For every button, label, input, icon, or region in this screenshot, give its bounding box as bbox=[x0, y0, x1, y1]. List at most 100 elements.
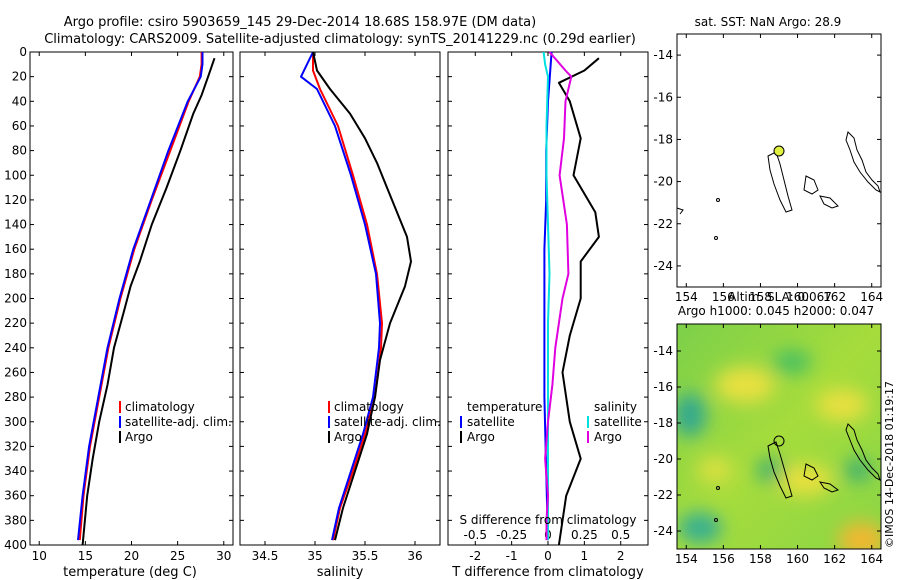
x-tick-label: 20 bbox=[124, 549, 139, 563]
depth-tick-label: 0 bbox=[19, 45, 27, 59]
depth-tick-label: 20 bbox=[12, 70, 27, 84]
salinity-xlabel: salinity bbox=[317, 565, 364, 580]
argo-line bbox=[81, 57, 216, 546]
temperature-x-axis: 10 15 20 25 30 bbox=[32, 52, 231, 563]
difference-legend-temperature: temperature satellite Argo bbox=[460, 400, 542, 444]
depth-tick-label: 280 bbox=[4, 390, 27, 404]
x-tick-label: 2 bbox=[617, 549, 625, 563]
x-tick-label: 15 bbox=[78, 549, 93, 563]
salinity-y-ticks bbox=[240, 51, 440, 546]
depth-tick-label: 300 bbox=[4, 415, 27, 429]
temperature-axes-frame bbox=[29, 51, 234, 546]
salinity-legend: climatology satellite-adj. clim. Argo bbox=[328, 400, 441, 444]
map-x-tick-label: 162 bbox=[823, 552, 846, 566]
sla-low-3 bbox=[772, 350, 812, 374]
t-satellite-line bbox=[543, 51, 553, 541]
difference-xlabel-2: S difference from climatology bbox=[460, 513, 637, 527]
legend-label-t-satellite: satellite bbox=[467, 415, 515, 429]
depth-tick-label: 240 bbox=[4, 341, 27, 355]
x-tick-label: -2 bbox=[469, 549, 481, 563]
depth-tick-label: 320 bbox=[4, 439, 27, 453]
s-satellite-line bbox=[542, 51, 551, 541]
depth-tick-label: 360 bbox=[4, 489, 27, 503]
sla-map-title: Altim. SLA: 0.067 bbox=[728, 290, 832, 304]
map-y-tick-label: -18 bbox=[653, 132, 673, 146]
sla-low-1 bbox=[677, 393, 706, 437]
argo-position-marker bbox=[773, 435, 785, 447]
legend-label-climatology: climatology bbox=[125, 400, 195, 414]
coastline-bellona bbox=[803, 463, 819, 481]
map-x-tick-label: 154 bbox=[675, 290, 698, 304]
depth-tick-label: 100 bbox=[4, 168, 27, 182]
sla-low-4 bbox=[756, 458, 784, 482]
sst-map-axes: 154 156 158 160 162 164 -14 -16 -18 -20 -22 -24 bbox=[653, 34, 883, 304]
depth-tick-label: 140 bbox=[4, 218, 27, 232]
map-y-tick-label: -22 bbox=[653, 217, 673, 231]
x-tick-label: 30 bbox=[216, 549, 231, 563]
temperature-legend: climatology satellite-adj. clim. Argo bbox=[119, 400, 232, 444]
sla-low-5 bbox=[844, 458, 872, 482]
map-y-tick-label: -18 bbox=[653, 416, 673, 430]
map-y-tick-label: -16 bbox=[653, 380, 673, 394]
sla-map-frame bbox=[676, 323, 882, 550]
map-x-tick-label: 160 bbox=[786, 290, 809, 304]
sst-map-title: sat. SST: NaN Argo: 28.9 bbox=[695, 15, 842, 29]
imos-watermark: ©IMOS 14-Dec-2018 01:19:17 bbox=[883, 381, 896, 548]
difference-xlabel: T difference from climatology bbox=[451, 565, 644, 580]
t-argo-line bbox=[557, 57, 600, 546]
x-tick-label: 10 bbox=[32, 549, 47, 563]
sla-map-coastlines bbox=[714, 423, 881, 522]
legend-label-climatology: climatology bbox=[334, 400, 404, 414]
salinity-axes-frame bbox=[239, 51, 441, 546]
difference-series bbox=[542, 51, 600, 546]
map-x-tick-label: 162 bbox=[823, 290, 846, 304]
legend-label-s-satellite: satellite bbox=[594, 415, 642, 429]
x-tick-label: 35.5 bbox=[352, 549, 379, 563]
coastline-chesterfield bbox=[767, 441, 793, 499]
argo-line bbox=[312, 51, 412, 541]
legend-label-t-argo: Argo bbox=[467, 430, 495, 444]
coastline-reef-east bbox=[818, 481, 840, 493]
map-y-tick-label: -20 bbox=[653, 175, 673, 189]
sla-low-2 bbox=[678, 512, 722, 544]
legend-label-argo: Argo bbox=[125, 430, 153, 444]
coastline-bellona bbox=[803, 175, 819, 195]
sla-map-axes: 154 156 158 160 162 164 -14 -16 -18 -20 -22 -24 bbox=[653, 324, 883, 566]
map-x-tick-label: 164 bbox=[860, 552, 883, 566]
coastline-new-caledonia bbox=[845, 423, 881, 481]
difference-y-ticks bbox=[448, 51, 648, 546]
salinity-panel: 34.5 35 35.5 36 salinity climatology satell… bbox=[239, 51, 441, 580]
title-line-1: Argo profile: csiro 5903659_145 29-Dec-2… bbox=[64, 15, 536, 30]
x-tick-label: 0 bbox=[544, 549, 552, 563]
s-diff-tick-label: -0.5 bbox=[464, 528, 487, 542]
climatology-line bbox=[312, 52, 383, 541]
x-tick-label: 34.5 bbox=[252, 549, 279, 563]
sst-map-panel: sat. SST: NaN Argo: 28.9 154 156 158 160 162… bbox=[653, 15, 883, 304]
depth-tick-label: 60 bbox=[12, 119, 27, 133]
legend-header-salinity: salinity bbox=[594, 400, 637, 414]
salinity-x-axis: 34.5 35 35.5 36 bbox=[252, 52, 423, 563]
map-x-tick-label: 154 bbox=[675, 552, 698, 566]
satellite-adj-clim--line bbox=[300, 51, 381, 541]
s-diff-tick-label: 0.25 bbox=[571, 528, 598, 542]
satellite-adj-clim--line bbox=[77, 52, 204, 541]
depth-tick-label: 80 bbox=[12, 144, 27, 158]
map-x-tick-label: 160 bbox=[786, 552, 809, 566]
x-tick-label: 1 bbox=[581, 549, 589, 563]
s-diff-tick-label: -0.25 bbox=[496, 528, 527, 542]
sla-map-panel: Altim. SLA: 0.067 Argo h1000: 0.045 h200… bbox=[653, 290, 883, 566]
coastline-islet-1 bbox=[716, 198, 720, 202]
map-y-tick-label: -22 bbox=[653, 488, 673, 502]
sla-high-2 bbox=[816, 389, 868, 421]
s-argo-line bbox=[544, 51, 573, 541]
title-line-2: Climatology: CARS2009. Satellite-adjuste… bbox=[44, 32, 636, 47]
depth-tick-label: 160 bbox=[4, 242, 27, 256]
sla-high-1 bbox=[715, 367, 775, 403]
x-tick-label: -1 bbox=[506, 549, 518, 563]
map-x-tick-label: 164 bbox=[860, 290, 883, 304]
coastline-islet-1 bbox=[716, 486, 720, 490]
depth-tick-label: 400 bbox=[4, 538, 27, 552]
x-tick-label: 25 bbox=[170, 549, 185, 563]
map-x-tick-label: 158 bbox=[749, 290, 772, 304]
